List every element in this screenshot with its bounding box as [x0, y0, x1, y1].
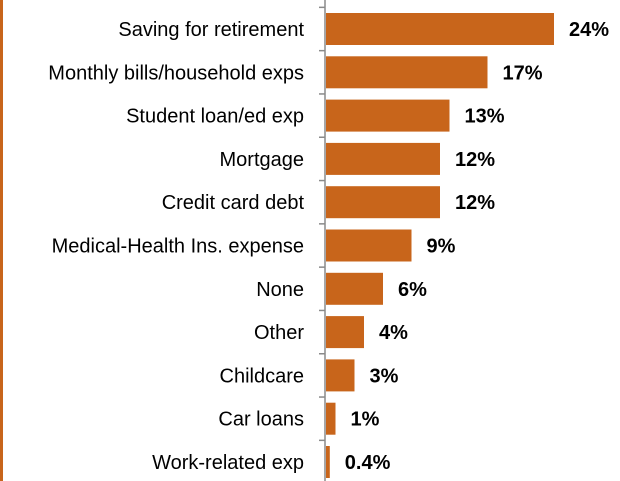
- category-labels-group: Saving for retirement Monthly bills/house…: [48, 19, 304, 474]
- category-label-5: Medical-Health Ins. expense: [52, 236, 304, 258]
- value-label-8: 3%: [370, 365, 399, 387]
- axis-group: [319, 0, 326, 481]
- category-label-1: Monthly bills/household exps: [48, 62, 304, 84]
- bar-7: [326, 316, 364, 349]
- value-label-2: 13%: [465, 106, 505, 128]
- category-label-9: Car loans: [218, 409, 304, 431]
- category-label-3: Mortgage: [220, 149, 305, 171]
- category-label-0: Saving for retirement: [118, 19, 304, 41]
- value-label-5: 9%: [427, 236, 456, 258]
- left-edge-accent: [0, 0, 3, 481]
- value-labels-group: 24% 17% 13% 12% 12% 9%6% 4% 3% 1% 0.4%: [345, 19, 609, 474]
- bar-2: [326, 99, 450, 132]
- bar-3: [326, 142, 440, 175]
- value-label-10: 0.4%: [345, 452, 391, 474]
- value-label-3: 12%: [455, 149, 495, 171]
- value-label-1: 17%: [503, 62, 543, 84]
- value-label-9: 1%: [351, 409, 380, 431]
- category-label-4: Credit card debt: [162, 192, 305, 214]
- category-label-7: Other: [254, 322, 304, 344]
- category-label-2: Student loan/ed exp: [126, 106, 304, 128]
- category-label-6: None: [256, 279, 304, 301]
- bars-group: [326, 13, 554, 478]
- value-label-4: 12%: [455, 192, 495, 214]
- bar-1: [326, 56, 488, 89]
- bar-8: [326, 359, 355, 392]
- value-label-0: 24%: [569, 19, 609, 41]
- value-label-7: 4%: [379, 322, 408, 344]
- bar-5: [326, 229, 412, 262]
- bar-6: [326, 272, 383, 305]
- bar-4: [326, 186, 440, 219]
- bar-10: [326, 446, 330, 478]
- category-label-10: Work-related exp: [152, 452, 304, 474]
- bar-9: [326, 402, 336, 435]
- bar-0: [326, 13, 554, 45]
- category-label-8: Childcare: [220, 365, 304, 387]
- value-label-6: 6%: [398, 279, 427, 301]
